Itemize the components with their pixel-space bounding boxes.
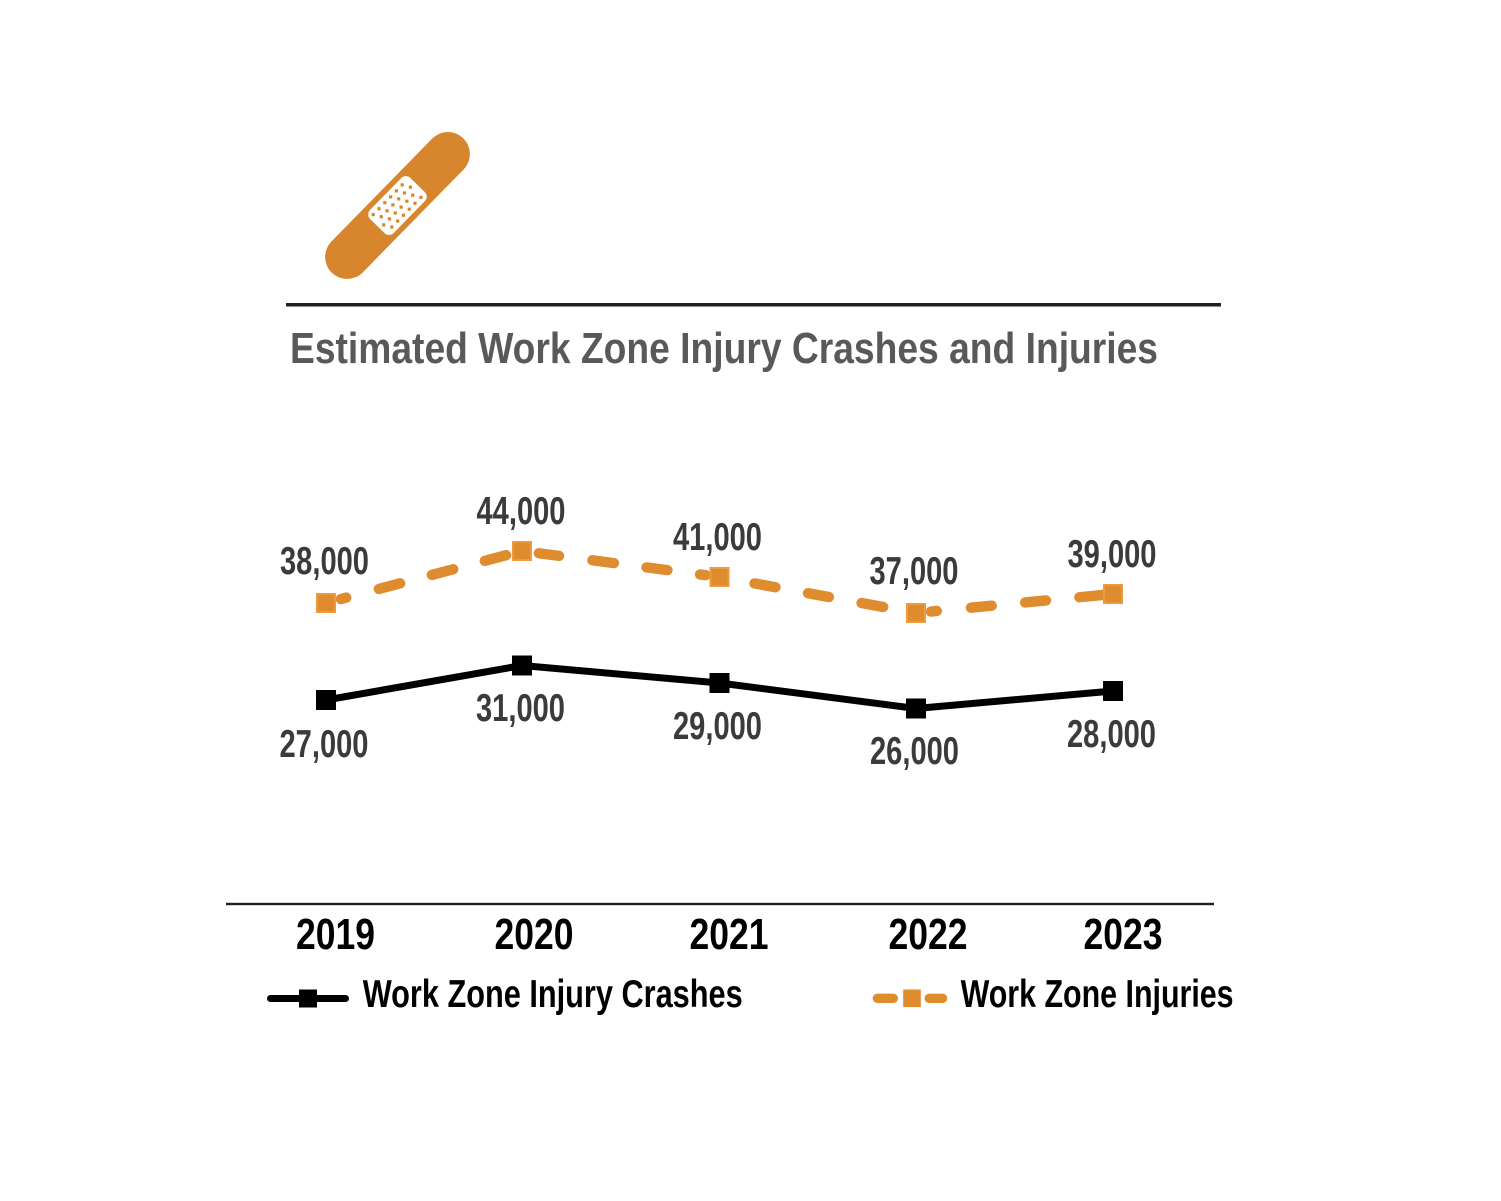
svg-text:2023: 2023 bbox=[1084, 910, 1163, 959]
svg-text:44,000: 44,000 bbox=[477, 490, 566, 533]
svg-text:29,000: 29,000 bbox=[673, 705, 762, 748]
svg-text:Work Zone Injury Crashes: Work Zone Injury Crashes bbox=[363, 973, 743, 1016]
svg-text:37,000: 37,000 bbox=[870, 550, 959, 593]
svg-text:2020: 2020 bbox=[495, 910, 574, 959]
svg-text:2021: 2021 bbox=[690, 910, 769, 959]
svg-text:Work Zone Injuries: Work Zone Injuries bbox=[961, 973, 1234, 1016]
svg-text:27,000: 27,000 bbox=[280, 723, 369, 766]
svg-text:Estimated Work Zone Injury Cra: Estimated Work Zone Injury Crashes and I… bbox=[290, 325, 1158, 373]
svg-text:2022: 2022 bbox=[889, 910, 968, 959]
svg-text:28,000: 28,000 bbox=[1067, 713, 1156, 756]
svg-text:39,000: 39,000 bbox=[1068, 533, 1157, 576]
svg-text:26,000: 26,000 bbox=[870, 730, 959, 773]
svg-text:31,000: 31,000 bbox=[476, 687, 565, 730]
svg-text:2019: 2019 bbox=[296, 910, 375, 959]
svg-text:41,000: 41,000 bbox=[673, 516, 762, 559]
svg-text:38,000: 38,000 bbox=[280, 540, 369, 583]
